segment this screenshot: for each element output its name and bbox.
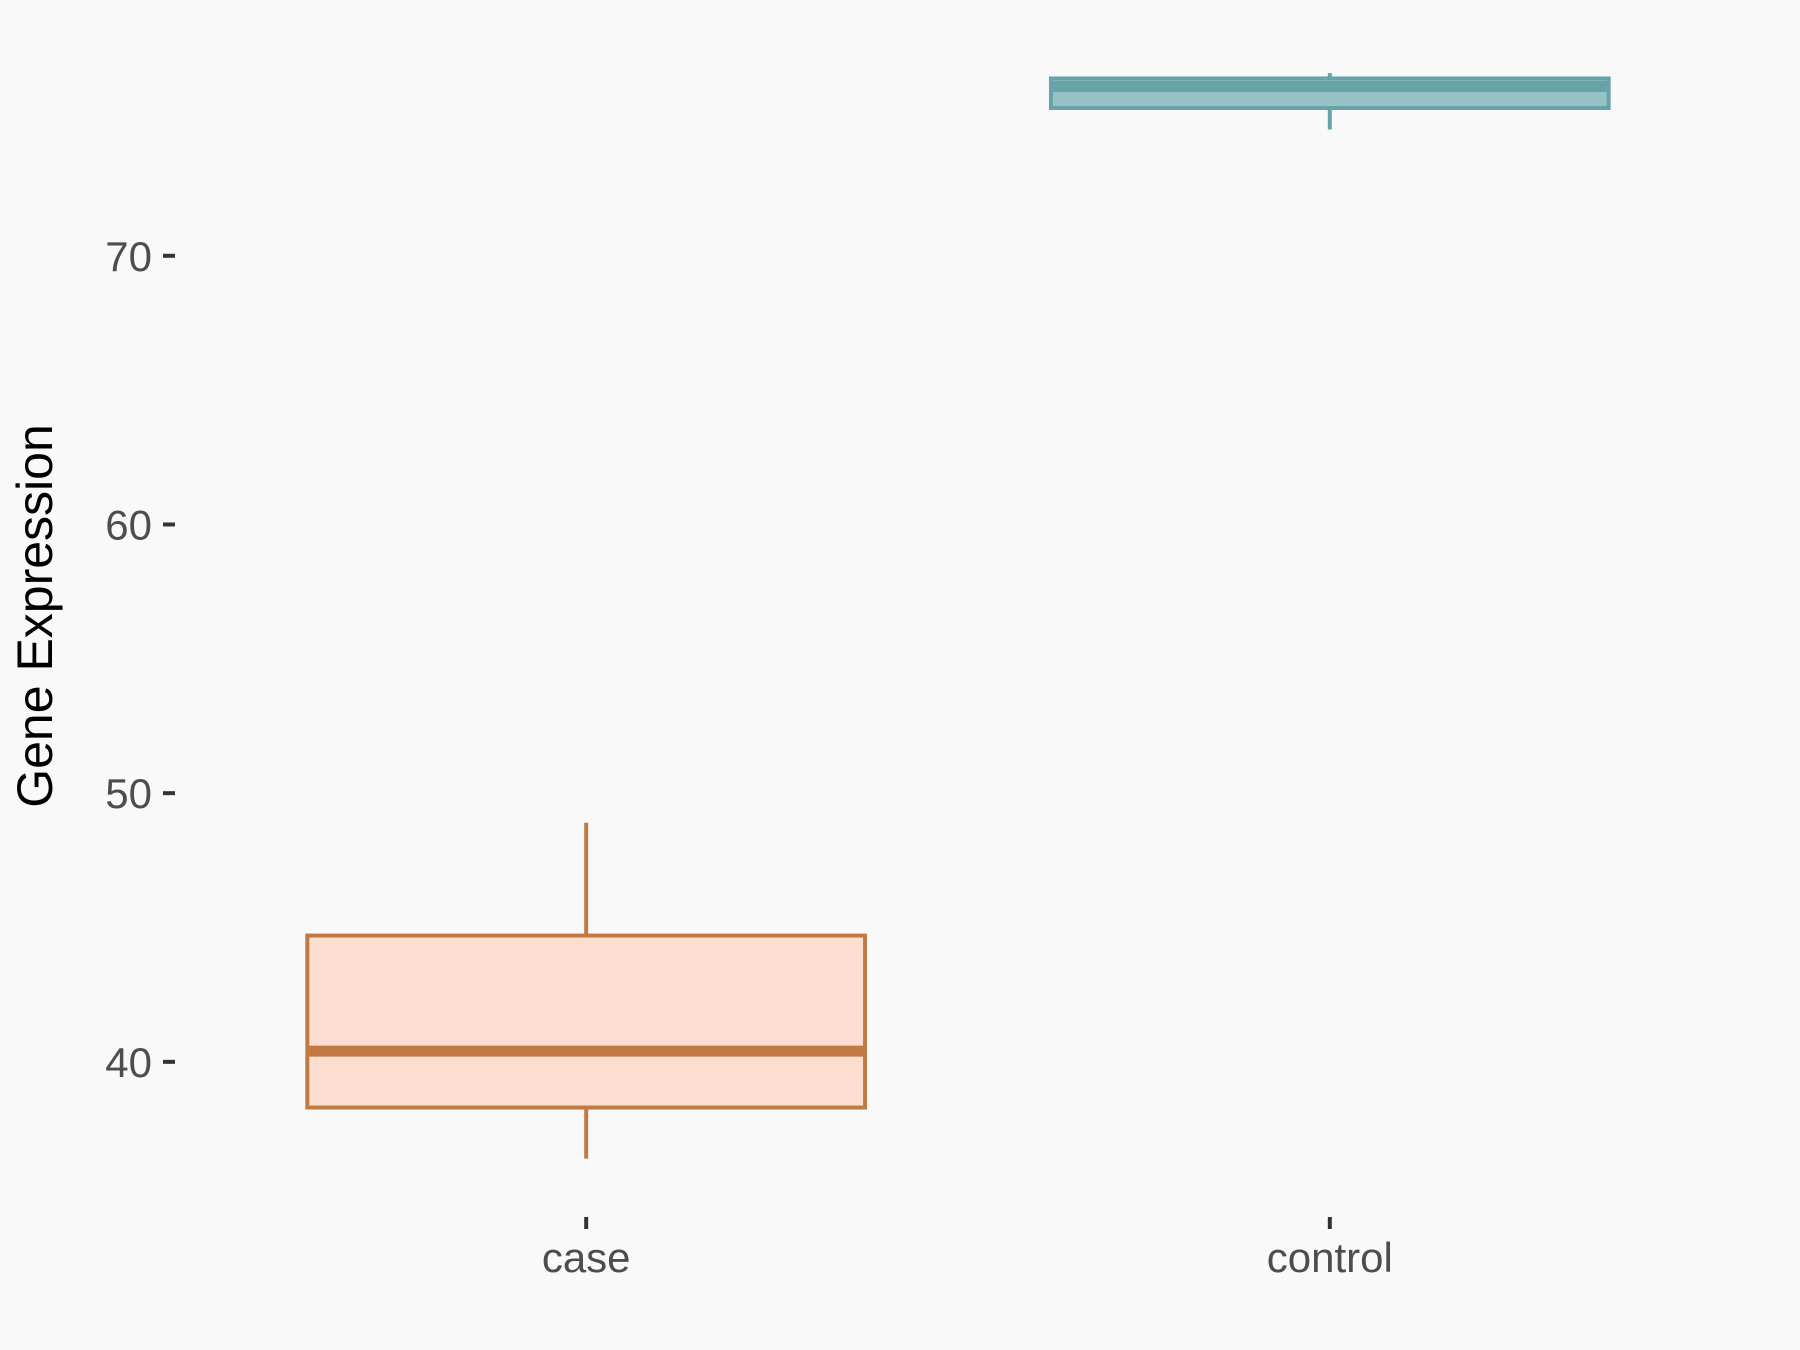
y-axis-title: Gene Expression xyxy=(7,424,63,808)
y-tick-label: 70 xyxy=(105,233,152,280)
box-case xyxy=(305,933,868,1110)
x-tick-label-control: control xyxy=(1267,1234,1393,1281)
y-tick-label: 50 xyxy=(105,770,152,817)
x-tick-label-case: case xyxy=(542,1234,631,1281)
y-tick-label: 40 xyxy=(105,1039,152,1086)
y-tick-label: 60 xyxy=(105,501,152,548)
